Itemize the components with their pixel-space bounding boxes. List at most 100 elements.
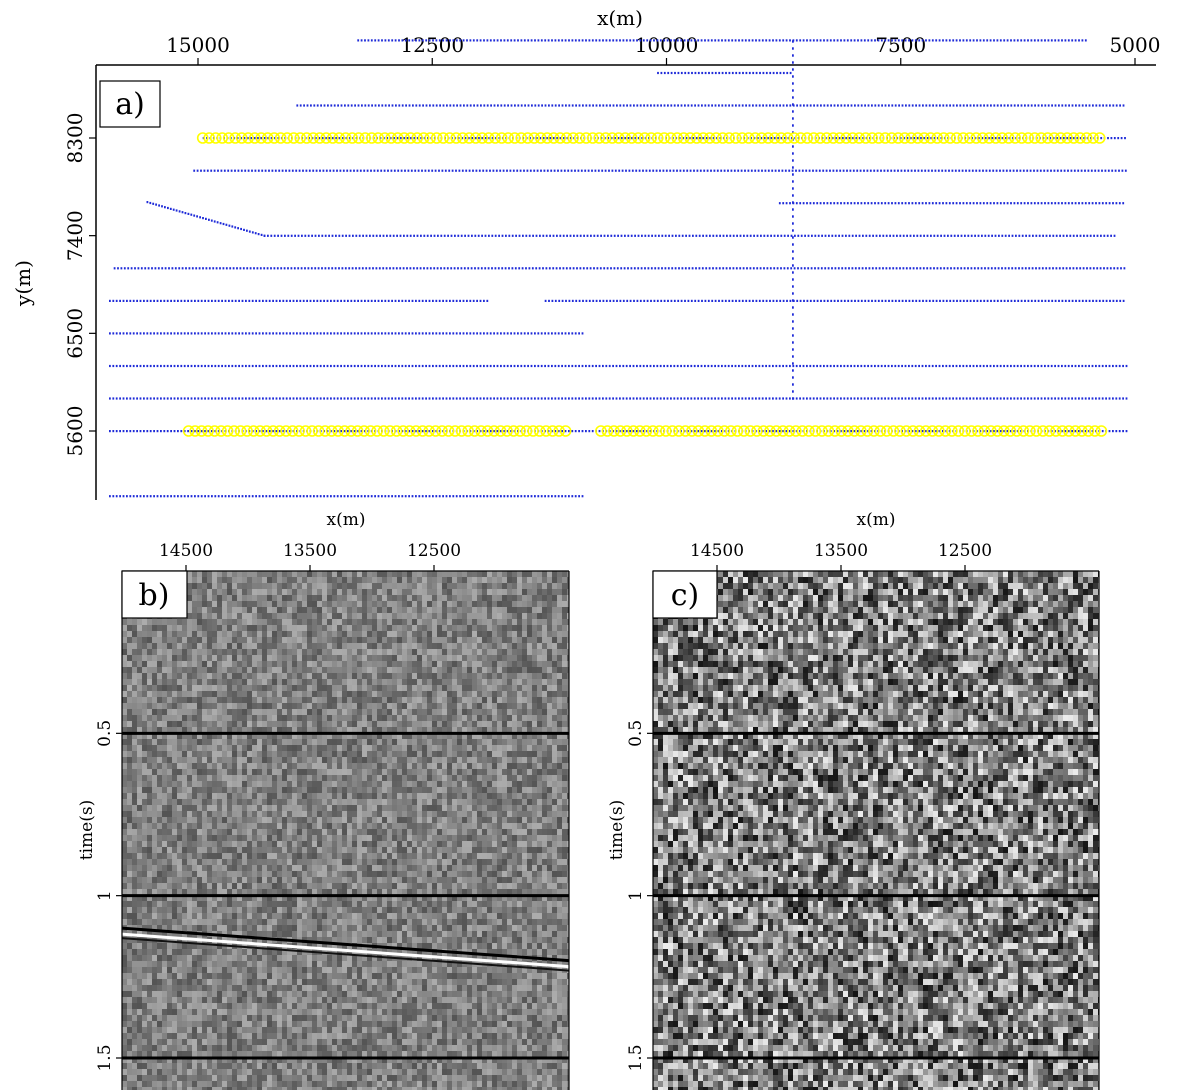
section-cell [457,595,462,601]
receiver-point [173,364,176,368]
receiver-point [139,495,142,498]
receiver-point [493,430,495,433]
receiver-point [677,71,680,75]
receiver-point [408,104,411,107]
receiver-point [656,397,659,400]
section-cell [457,649,462,655]
section-cell [192,583,197,589]
receiver-point [324,234,327,237]
section-cell [352,613,357,619]
receiver-point [871,299,873,302]
section-cell [547,577,552,583]
receiver-point [731,364,733,368]
section-cell [252,643,257,649]
receiver-point [300,267,303,270]
receiver-point [185,267,187,270]
receiver-point [418,332,421,335]
receiver-point [382,267,385,270]
receiver-point [772,430,774,433]
receiver-point [321,234,324,237]
section-cell [202,619,207,625]
receiver-point [1109,299,1111,302]
receiver-point [790,137,793,140]
receiver-point [187,212,190,215]
receiver-point [657,71,659,75]
receiver-point [752,299,754,302]
selected-point [777,425,789,437]
receiver-point [775,430,778,433]
receiver-point [137,267,140,270]
selected-point [723,132,736,144]
receiver-point [190,430,193,433]
receiver-point [231,225,234,228]
receiver-point [109,397,111,400]
receiver-point [163,299,166,302]
section-cell [212,577,217,583]
receiver-point [724,397,727,400]
receiver-point [663,71,666,75]
receiver-point [427,169,430,172]
receiver-point [574,169,576,172]
section-cell [542,619,547,625]
receiver-point [1067,39,1070,42]
receiver-point [279,397,281,400]
receiver-point [477,234,480,237]
receiver-point [534,397,536,400]
receiver-point [746,267,748,270]
receiver-point [472,364,475,368]
receiver-point [998,234,1000,237]
receiver-point [945,299,948,302]
receiver-point [331,137,334,140]
receiver-point [266,267,269,270]
section-cell [522,601,527,607]
receiver-point [1064,104,1067,107]
receiver-point [537,332,540,335]
receiver-point [901,397,903,400]
receiver-point [544,299,547,302]
receiver-point [316,332,319,335]
receiver-point [391,332,393,335]
receiver-point [436,267,439,270]
receiver-point [359,169,362,172]
receiver-point [408,299,410,302]
receiver-point [1122,299,1125,302]
receiver-point [617,137,620,140]
receiver-point [948,397,951,400]
receiver-point [136,397,138,400]
receiver-point [613,267,616,270]
receiver-point [993,430,995,433]
receiver-point [243,228,245,231]
receiver-point [552,267,555,270]
receiver-point [513,397,516,400]
receiver-point [438,169,440,172]
receiver-point [387,332,390,335]
receiver-point [462,397,465,400]
receiver-point [650,267,653,270]
receiver-point [883,169,886,172]
receiver-point [928,397,931,400]
section-cell [372,625,377,631]
receiver-point [330,364,332,368]
receiver-point [417,169,420,172]
receiver-point [146,495,149,498]
section-cell [337,655,342,661]
receiver-point [837,104,839,107]
receiver-point [476,397,478,400]
receiver-point [509,169,512,172]
receiver-point [1071,364,1073,368]
receiver-point [313,397,315,400]
receiver-point [821,234,823,237]
receiver-point [112,364,115,368]
selected-point [501,425,513,437]
receiver-point [707,364,710,368]
receiver-point [510,104,513,107]
receiver-point [1072,267,1075,270]
receiver-point [197,332,200,335]
section-cell [562,601,569,607]
receiver-point [792,299,794,302]
receiver-point [1061,397,1063,400]
receiver-point [520,39,523,42]
receiver-point [921,202,924,205]
receiver-point [520,397,523,400]
receiver-point [507,104,509,107]
